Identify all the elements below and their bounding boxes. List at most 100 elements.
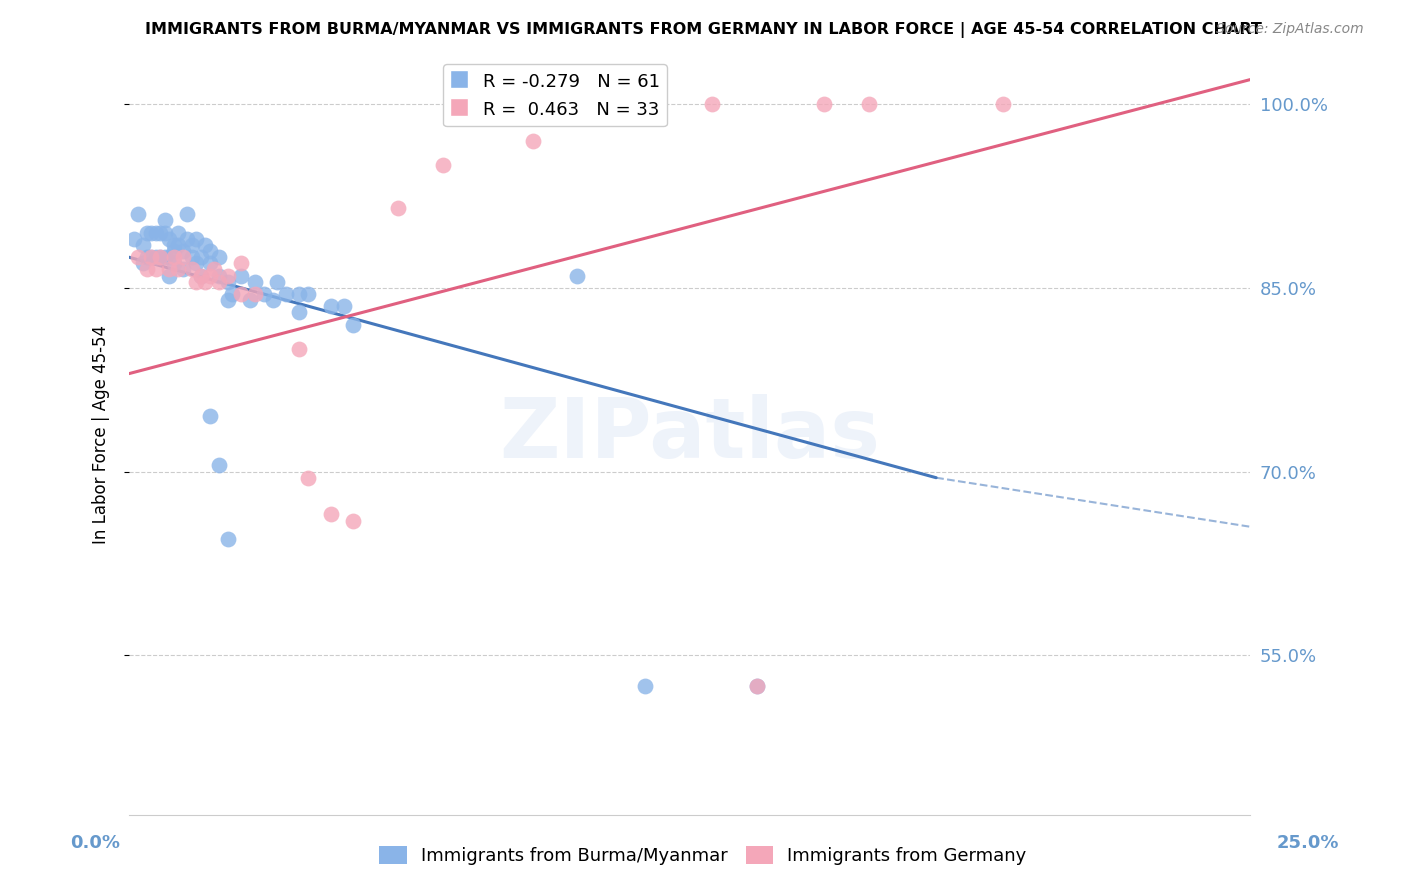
Point	[208, 250, 231, 264]
Point	[163, 238, 186, 252]
Point	[266, 275, 288, 289]
Text: IMMIGRANTS FROM BURMA/MYANMAR VS IMMIGRANTS FROM GERMANY IN LABOR FORCE | AGE 45: IMMIGRANTS FROM BURMA/MYANMAR VS IMMIGRA…	[145, 22, 1261, 38]
Point	[141, 250, 163, 264]
Point	[167, 262, 190, 277]
Point	[198, 256, 221, 270]
Point	[186, 275, 208, 289]
Point	[231, 287, 253, 301]
Point	[194, 275, 217, 289]
Point	[136, 226, 159, 240]
Point	[163, 244, 186, 259]
Point	[231, 256, 253, 270]
Point	[145, 226, 167, 240]
Point	[745, 679, 768, 693]
Point	[243, 287, 266, 301]
Point	[297, 471, 319, 485]
Point	[387, 201, 409, 215]
Point	[180, 238, 202, 252]
Point	[333, 299, 356, 313]
Point	[858, 97, 880, 112]
Point	[700, 97, 723, 112]
Point	[136, 262, 159, 277]
Point	[149, 226, 172, 240]
Point	[176, 207, 198, 221]
Point	[288, 342, 311, 356]
Point	[172, 250, 194, 264]
Point	[217, 275, 239, 289]
Point	[342, 514, 364, 528]
Point	[252, 287, 274, 301]
Point	[131, 256, 153, 270]
Point	[186, 256, 208, 270]
Point	[198, 409, 221, 424]
Point	[149, 250, 172, 264]
Point	[141, 226, 163, 240]
Text: 0.0%: 0.0%	[70, 834, 121, 852]
Point	[172, 262, 194, 277]
Point	[432, 158, 454, 172]
Point	[217, 268, 239, 283]
Legend: R = -0.279   N = 61, R =  0.463   N = 33: R = -0.279 N = 61, R = 0.463 N = 33	[443, 64, 666, 127]
Point	[208, 458, 231, 473]
Point	[149, 250, 172, 264]
Point	[274, 287, 297, 301]
Point	[145, 262, 167, 277]
Point	[221, 287, 243, 301]
Point	[159, 262, 181, 277]
Point	[202, 262, 225, 277]
Point	[190, 268, 212, 283]
Y-axis label: In Labor Force | Age 45-54: In Labor Force | Age 45-54	[93, 326, 110, 544]
Point	[297, 287, 319, 301]
Point	[813, 97, 835, 112]
Point	[176, 232, 198, 246]
Point	[634, 679, 657, 693]
Point	[208, 268, 231, 283]
Point	[186, 232, 208, 246]
Point	[180, 262, 202, 277]
Point	[993, 97, 1015, 112]
Point	[319, 299, 342, 313]
Point	[208, 275, 231, 289]
Point	[231, 268, 253, 283]
Point	[522, 134, 544, 148]
Point	[319, 508, 342, 522]
Point	[127, 250, 149, 264]
Point	[288, 305, 311, 319]
Point	[239, 293, 262, 307]
Point	[159, 232, 181, 246]
Point	[745, 679, 768, 693]
Point	[499, 97, 522, 112]
Point	[145, 250, 167, 264]
Text: Source: ZipAtlas.com: Source: ZipAtlas.com	[1216, 22, 1364, 37]
Point	[262, 293, 284, 307]
Point	[153, 250, 176, 264]
Point	[198, 268, 221, 283]
Point	[153, 226, 176, 240]
Point	[217, 293, 239, 307]
Point	[159, 250, 181, 264]
Point	[122, 232, 145, 246]
Point	[163, 256, 186, 270]
Point	[167, 238, 190, 252]
Point	[288, 287, 311, 301]
Legend: Immigrants from Burma/Myanmar, Immigrants from Germany: Immigrants from Burma/Myanmar, Immigrant…	[373, 838, 1033, 872]
Text: 25.0%: 25.0%	[1277, 834, 1339, 852]
Point	[141, 250, 163, 264]
Point	[190, 268, 212, 283]
Point	[159, 268, 181, 283]
Point	[136, 250, 159, 264]
Point	[153, 213, 176, 227]
Point	[127, 207, 149, 221]
Point	[180, 250, 202, 264]
Point	[172, 244, 194, 259]
Point	[243, 275, 266, 289]
Point	[198, 244, 221, 259]
Point	[167, 226, 190, 240]
Text: ZIPatlas: ZIPatlas	[499, 394, 880, 475]
Point	[194, 238, 217, 252]
Point	[163, 250, 186, 264]
Point	[342, 318, 364, 332]
Point	[190, 250, 212, 264]
Point	[567, 268, 589, 283]
Point	[217, 532, 239, 546]
